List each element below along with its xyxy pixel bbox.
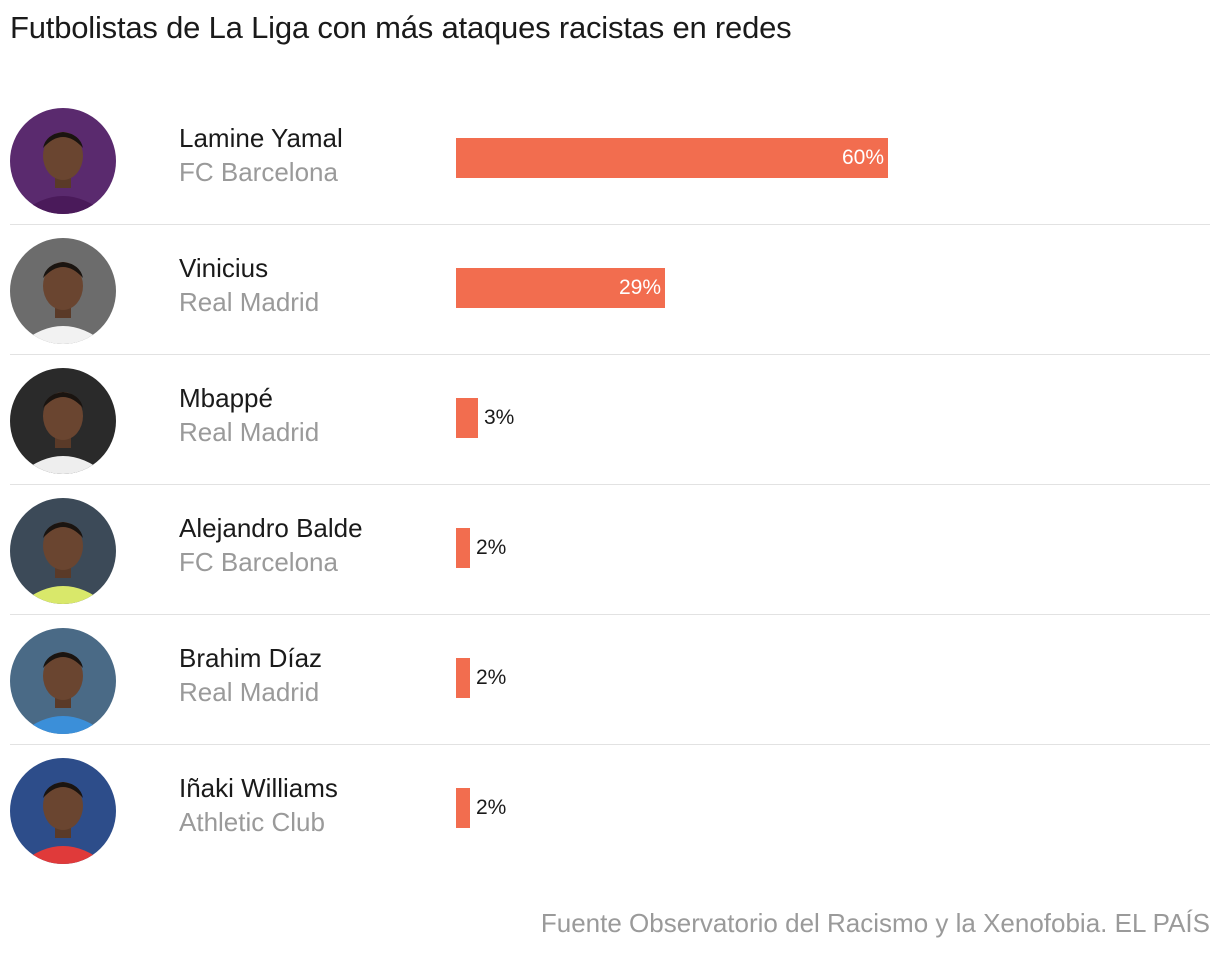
- bar-value-label: 60%: [841, 146, 884, 169]
- player-name: Brahim Díaz: [179, 643, 323, 673]
- bar-track: 2%: [456, 658, 1176, 698]
- player-name: Mbappé: [179, 383, 273, 413]
- bar-row: Mbappé Real Madrid 3%: [10, 355, 1210, 485]
- player-name: Iñaki Williams: [179, 773, 338, 803]
- player-avatar: [10, 628, 116, 734]
- player-avatar: [10, 238, 116, 344]
- bar-track: 3%: [456, 398, 1176, 438]
- bar-value-label: 2%: [476, 666, 507, 689]
- player-team: Real Madrid: [179, 287, 320, 317]
- player-avatar: [10, 108, 116, 214]
- bar: [456, 138, 888, 178]
- bar: [456, 268, 665, 308]
- bar: [456, 788, 470, 828]
- player-team: Athletic Club: [179, 807, 325, 837]
- bar: [456, 398, 478, 438]
- chart-title: Futbolistas de La Liga con más ataques r…: [10, 10, 792, 45]
- player-team: Real Madrid: [179, 417, 320, 447]
- player-name: Vinicius: [179, 253, 269, 283]
- bar-track: 29%: [456, 268, 1176, 308]
- bar-row: Lamine Yamal FC Barcelona 60%: [10, 95, 1210, 225]
- bar-row: Alejandro Balde FC Barcelona 2%: [10, 485, 1210, 615]
- bar-row: Brahim Díaz Real Madrid 2%: [10, 615, 1210, 745]
- player-team: Real Madrid: [179, 677, 320, 707]
- player-team: FC Barcelona: [179, 157, 338, 187]
- bar-track: 60%: [456, 138, 1176, 178]
- player-avatar: [10, 368, 116, 474]
- player-name: Lamine Yamal: [179, 123, 343, 153]
- bar-value-label: 29%: [618, 276, 661, 299]
- player-avatar: [10, 498, 116, 604]
- bar-chart: Lamine Yamal FC Barcelona 60% Vinicius Real …: [10, 95, 1210, 874]
- player-name: Alejandro Balde: [179, 513, 363, 543]
- bar-value-label: 2%: [476, 536, 507, 559]
- bar-row: Vinicius Real Madrid 29%: [10, 225, 1210, 355]
- player-avatar: [10, 758, 116, 864]
- player-team: FC Barcelona: [179, 547, 338, 577]
- bar-value-label: 3%: [484, 406, 515, 429]
- bar: [456, 658, 470, 698]
- bar-track: 2%: [456, 788, 1176, 828]
- bar: [456, 528, 470, 568]
- bar-value-label: 2%: [476, 796, 507, 819]
- bar-row: Iñaki Williams Athletic Club 2%: [10, 745, 1210, 874]
- source-note: Fuente Observatorio del Racismo y la Xen…: [540, 908, 1210, 938]
- bar-track: 2%: [456, 528, 1176, 568]
